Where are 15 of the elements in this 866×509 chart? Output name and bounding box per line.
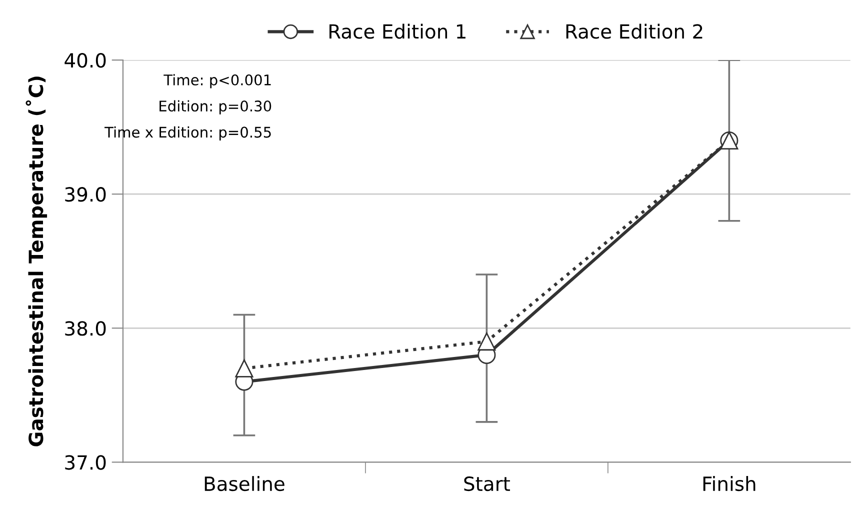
point — [478, 332, 496, 351]
x-tick-label: Start — [464, 476, 510, 492]
y-tick-label: 39.0 — [65, 187, 106, 202]
legend-label: Race Edition 2 — [566, 24, 702, 39]
annotation: Edition: p=0.30 — [160, 100, 272, 114]
legend-label: Race Edition 1 — [330, 24, 466, 39]
y-tick-label: 38.0 — [65, 321, 106, 336]
annotation: Time: p<0.001 — [164, 74, 271, 88]
point — [235, 359, 254, 378]
y-tick-label: 37.0 — [65, 455, 106, 470]
x-tick-label: Finish — [703, 476, 756, 492]
x-tick-label: Baseline — [204, 476, 284, 492]
y-axis-title: Gastrointestinal Temperature (˚C) — [26, 76, 48, 446]
annotation: Time x Edition: p=0.55 — [104, 126, 271, 141]
y-tick-label: 40.0 — [64, 53, 106, 68]
